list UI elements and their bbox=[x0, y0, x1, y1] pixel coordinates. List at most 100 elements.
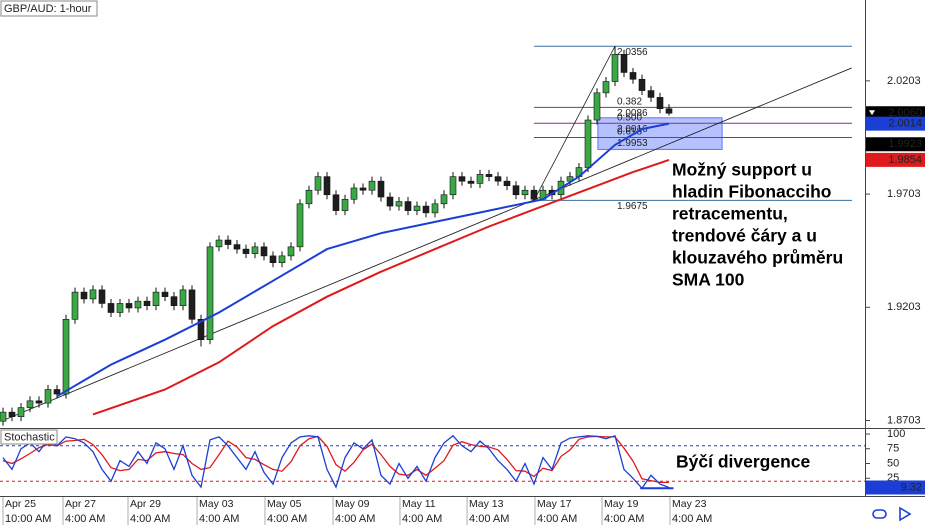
candle-body bbox=[242, 248, 250, 254]
candle-body bbox=[107, 303, 115, 313]
stoch-title-box bbox=[0, 429, 58, 445]
candle-body bbox=[368, 180, 376, 191]
x-time-label: 4:00 AM bbox=[604, 513, 644, 525]
candle-body bbox=[17, 407, 25, 417]
x-tick-label: May 19 bbox=[604, 498, 639, 510]
stoch-y-tick-label: 100 bbox=[887, 428, 905, 440]
x-tick-label: May 17 bbox=[537, 498, 572, 510]
candle-body bbox=[62, 319, 70, 395]
x-tick-label: Apr 27 bbox=[65, 498, 96, 510]
candle-body bbox=[53, 389, 61, 395]
x-tick-label: May 09 bbox=[335, 498, 370, 510]
candle-body bbox=[377, 180, 385, 198]
candle-body bbox=[80, 291, 88, 300]
candle-body bbox=[422, 205, 430, 214]
candle-body bbox=[134, 300, 142, 309]
x-tick-label: Apr 25 bbox=[5, 498, 36, 510]
candle-body bbox=[521, 189, 529, 196]
price-tag-label: 1.9854 bbox=[888, 154, 922, 166]
candle-body bbox=[251, 246, 259, 254]
x-tick-label: May 13 bbox=[469, 498, 504, 510]
fib-price: 2.0086 bbox=[617, 108, 648, 119]
candle-body bbox=[152, 291, 160, 307]
annotation-line: Možný support u bbox=[672, 160, 812, 180]
x-tick-label: May 23 bbox=[672, 498, 707, 510]
fib-ratio: 0.500 bbox=[617, 112, 642, 123]
candle-body bbox=[143, 300, 151, 307]
fib-price: 1.9953 bbox=[617, 138, 648, 149]
y-tick-label: 1.8703 bbox=[887, 414, 921, 426]
x-time-label: 4:00 AM bbox=[469, 513, 509, 525]
candle-body bbox=[269, 255, 277, 263]
candle-body bbox=[44, 389, 52, 404]
x-time-label: 4:00 AM bbox=[672, 513, 712, 525]
x-time-label: 4:00 AM bbox=[130, 513, 170, 525]
link-icon[interactable] bbox=[872, 509, 887, 519]
candle-body bbox=[116, 303, 124, 313]
candle-body bbox=[0, 411, 7, 422]
candle-body bbox=[449, 176, 457, 196]
annotation: Možný support u hladin Fibonacciho retra… bbox=[672, 160, 843, 472]
candle-body bbox=[440, 194, 448, 205]
candle-body bbox=[89, 289, 97, 300]
price-marker bbox=[869, 110, 875, 116]
stoch-tag-label: 9.32 bbox=[901, 481, 922, 493]
x-time-label: 4:00 AM bbox=[335, 513, 375, 525]
candle-body bbox=[71, 291, 79, 320]
candle-body bbox=[224, 239, 232, 245]
fib-ratio: 0.382 bbox=[617, 96, 642, 107]
x-time-label: 10:00 AM bbox=[5, 513, 51, 525]
candle-body bbox=[584, 119, 592, 168]
fib-ratio: 0.618 bbox=[617, 127, 642, 138]
candle-body bbox=[296, 203, 304, 248]
stoch-y-tick-label: 50 bbox=[887, 457, 899, 469]
candle-body bbox=[233, 244, 241, 250]
candle-body bbox=[611, 54, 619, 82]
candle-body bbox=[170, 296, 178, 307]
fib-price: 2.0356 bbox=[617, 47, 648, 58]
candle-body bbox=[341, 198, 349, 211]
stochastic-pane bbox=[0, 434, 865, 490]
candle-body bbox=[278, 255, 286, 263]
candle-body bbox=[656, 97, 664, 109]
price-tag-label: 2.0014 bbox=[888, 118, 922, 130]
fib-price: 1.9675 bbox=[617, 201, 648, 212]
candle-body bbox=[413, 205, 421, 211]
candle-body bbox=[305, 189, 313, 205]
play-icon[interactable] bbox=[899, 506, 912, 522]
x-tick-label: May 11 bbox=[402, 498, 436, 510]
price-tag-label: 1.9923 bbox=[888, 138, 922, 150]
price-tag bbox=[866, 116, 925, 131]
candle-body bbox=[476, 174, 484, 184]
stoch-title: Stochastic bbox=[4, 431, 55, 443]
candle-body bbox=[431, 203, 439, 214]
stoch-y-tick-label: 75 bbox=[887, 443, 899, 455]
candle-body bbox=[512, 185, 520, 196]
price-tag-label: 2.0060 bbox=[888, 107, 922, 119]
x-tick-label: May 03 bbox=[199, 498, 234, 510]
x-time-label: 4:00 AM bbox=[402, 513, 442, 525]
candle-body bbox=[206, 246, 214, 340]
candle-body bbox=[215, 239, 223, 248]
candle-body bbox=[179, 289, 187, 307]
price-tag bbox=[866, 152, 925, 167]
candle-body bbox=[386, 196, 394, 207]
price-tag bbox=[866, 137, 925, 152]
toolbar-icons bbox=[872, 506, 912, 522]
x-time-label: 4:00 AM bbox=[65, 513, 105, 525]
candle-body bbox=[530, 189, 538, 200]
candle-body bbox=[395, 201, 403, 207]
candle-body bbox=[458, 176, 466, 182]
title-box bbox=[0, 0, 98, 17]
x-tick-label: May 05 bbox=[267, 498, 302, 510]
candle-body bbox=[503, 180, 511, 186]
candle-body bbox=[26, 400, 34, 408]
candle-body bbox=[467, 180, 475, 184]
candle-body bbox=[260, 246, 268, 257]
x-time-label: 4:00 AM bbox=[537, 513, 577, 525]
candle-body bbox=[647, 90, 655, 98]
candle-body bbox=[98, 289, 106, 304]
candle-body bbox=[314, 176, 322, 191]
